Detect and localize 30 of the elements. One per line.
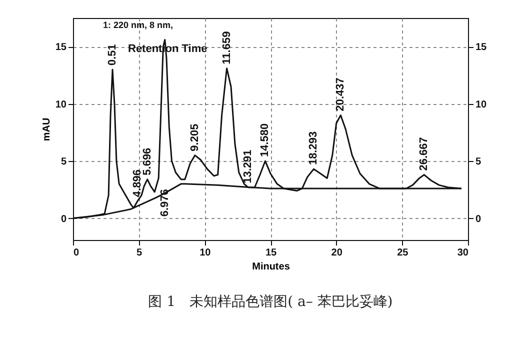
x-tick-label: 25: [397, 248, 409, 258]
annotation: 5.696: [141, 148, 154, 176]
y2-tick-label: 10: [476, 99, 488, 110]
annotation: 13.291: [242, 150, 254, 184]
y2-tick-label: 0: [476, 214, 482, 225]
x-tick-label: 30: [457, 248, 469, 258]
y-tick-label: 10: [55, 99, 67, 110]
annotation: 26.667: [418, 137, 430, 171]
y-tick-label: 0: [60, 214, 67, 225]
y-axis-title: mAU: [41, 118, 52, 142]
annotation: 11.659: [220, 31, 233, 64]
x-axis-title: Minutes: [252, 262, 290, 272]
x-tick-label: 5: [136, 248, 143, 258]
y-tick-label: 5: [60, 156, 67, 168]
annotation: 4.896: [132, 170, 144, 198]
annotation: 0.51: [106, 44, 118, 66]
x-tick-label: 20: [331, 248, 343, 258]
y2-tick-label: 15: [476, 42, 488, 54]
y-tick-label: 15: [55, 42, 67, 54]
annotation: 6.976: [158, 189, 171, 217]
text: 图 1 未知样品色谱图( a– 苯巴比妥峰): [148, 294, 393, 310]
annotation: 18.293: [308, 131, 320, 166]
annotation: 20.437: [334, 78, 347, 112]
annotation: 14.580: [259, 123, 272, 158]
annotation: 1: 220 nm, 8 nm,: [103, 20, 174, 30]
x-tick-label: 15: [265, 248, 277, 258]
annotation: 9.205: [188, 124, 201, 152]
x-tick-label: 0: [74, 248, 80, 258]
y2-tick-label: 5: [476, 156, 482, 168]
x-tick-label: 10: [200, 248, 212, 258]
